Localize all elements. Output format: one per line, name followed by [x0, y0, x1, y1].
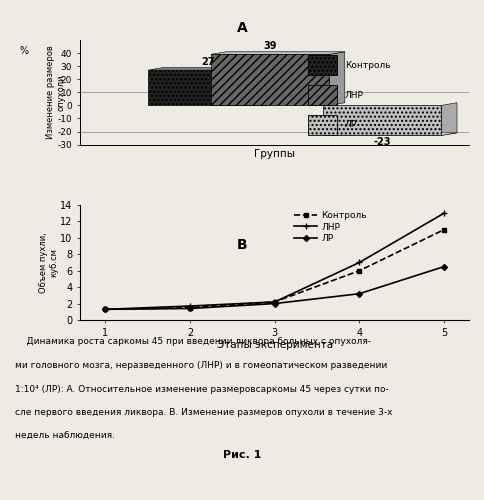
Text: недель наблюдения.: недель наблюдения. [15, 432, 115, 440]
ЛР [103, 306, 108, 312]
ЛР [441, 264, 447, 270]
Text: ми головного мозга, неразведенного (ЛНР) и в гомеопатическом разведении: ми головного мозга, неразведенного (ЛНР)… [15, 361, 387, 370]
Polygon shape [211, 52, 345, 54]
Polygon shape [267, 68, 283, 106]
ЛНР [103, 306, 108, 312]
Text: ЛНР: ЛНР [345, 90, 363, 100]
Text: %: % [19, 46, 29, 56]
Polygon shape [149, 68, 283, 70]
ЛНР [272, 299, 278, 305]
Контроль [187, 304, 193, 310]
Polygon shape [323, 133, 457, 136]
ЛНР [356, 260, 362, 266]
Polygon shape [441, 102, 457, 136]
Line: ЛР: ЛР [103, 264, 446, 312]
X-axis label: Группы: Группы [254, 148, 295, 158]
Bar [308, 85, 337, 105]
Text: B: B [237, 238, 247, 252]
Bar [308, 56, 337, 75]
Контроль [272, 299, 278, 305]
Y-axis label: Изменение размеров
опухоли: Изменение размеров опухоли [46, 46, 66, 139]
Bar [149, 70, 267, 106]
Контроль [441, 226, 447, 232]
Bar [211, 54, 329, 106]
Text: Рис. 1: Рис. 1 [223, 450, 261, 460]
Legend: Контроль, ЛНР, ЛР: Контроль, ЛНР, ЛР [291, 207, 371, 247]
Text: -23: -23 [374, 136, 391, 146]
Line: ЛНР: ЛНР [102, 210, 448, 313]
ЛНР [187, 303, 193, 309]
Bar [323, 106, 441, 136]
Text: 1:10⁴ (ЛР): A. Относительное изменение размеровсаркомы 45 через сутки по-: 1:10⁴ (ЛР): A. Относительное изменение р… [15, 384, 388, 394]
X-axis label: Этапы эксперимента: Этапы эксперимента [217, 340, 333, 350]
ЛР [356, 290, 362, 296]
Text: сле первого введения ликвора. B. Изменение размеров опухоли в течение 3-х: сле первого введения ликвора. B. Изменен… [15, 408, 392, 417]
Text: 39: 39 [263, 41, 277, 51]
ЛР [187, 306, 193, 312]
Line: Контроль: Контроль [103, 228, 446, 312]
ЛР [272, 300, 278, 306]
Text: A: A [237, 22, 247, 36]
Text: Динамика роста саркомы 45 при введении ликвора больных с опухоля-: Динамика роста саркомы 45 при введении л… [15, 338, 371, 346]
Контроль [356, 268, 362, 274]
Bar [308, 115, 337, 134]
ЛНР [441, 210, 447, 216]
Text: ЛР: ЛР [345, 120, 357, 129]
Контроль [103, 306, 108, 312]
Polygon shape [329, 52, 345, 106]
Text: 27: 27 [201, 57, 214, 67]
Text: Контроль: Контроль [345, 61, 391, 70]
Y-axis label: Объем пухли,
куб.см: Объем пухли, куб.см [39, 232, 59, 293]
